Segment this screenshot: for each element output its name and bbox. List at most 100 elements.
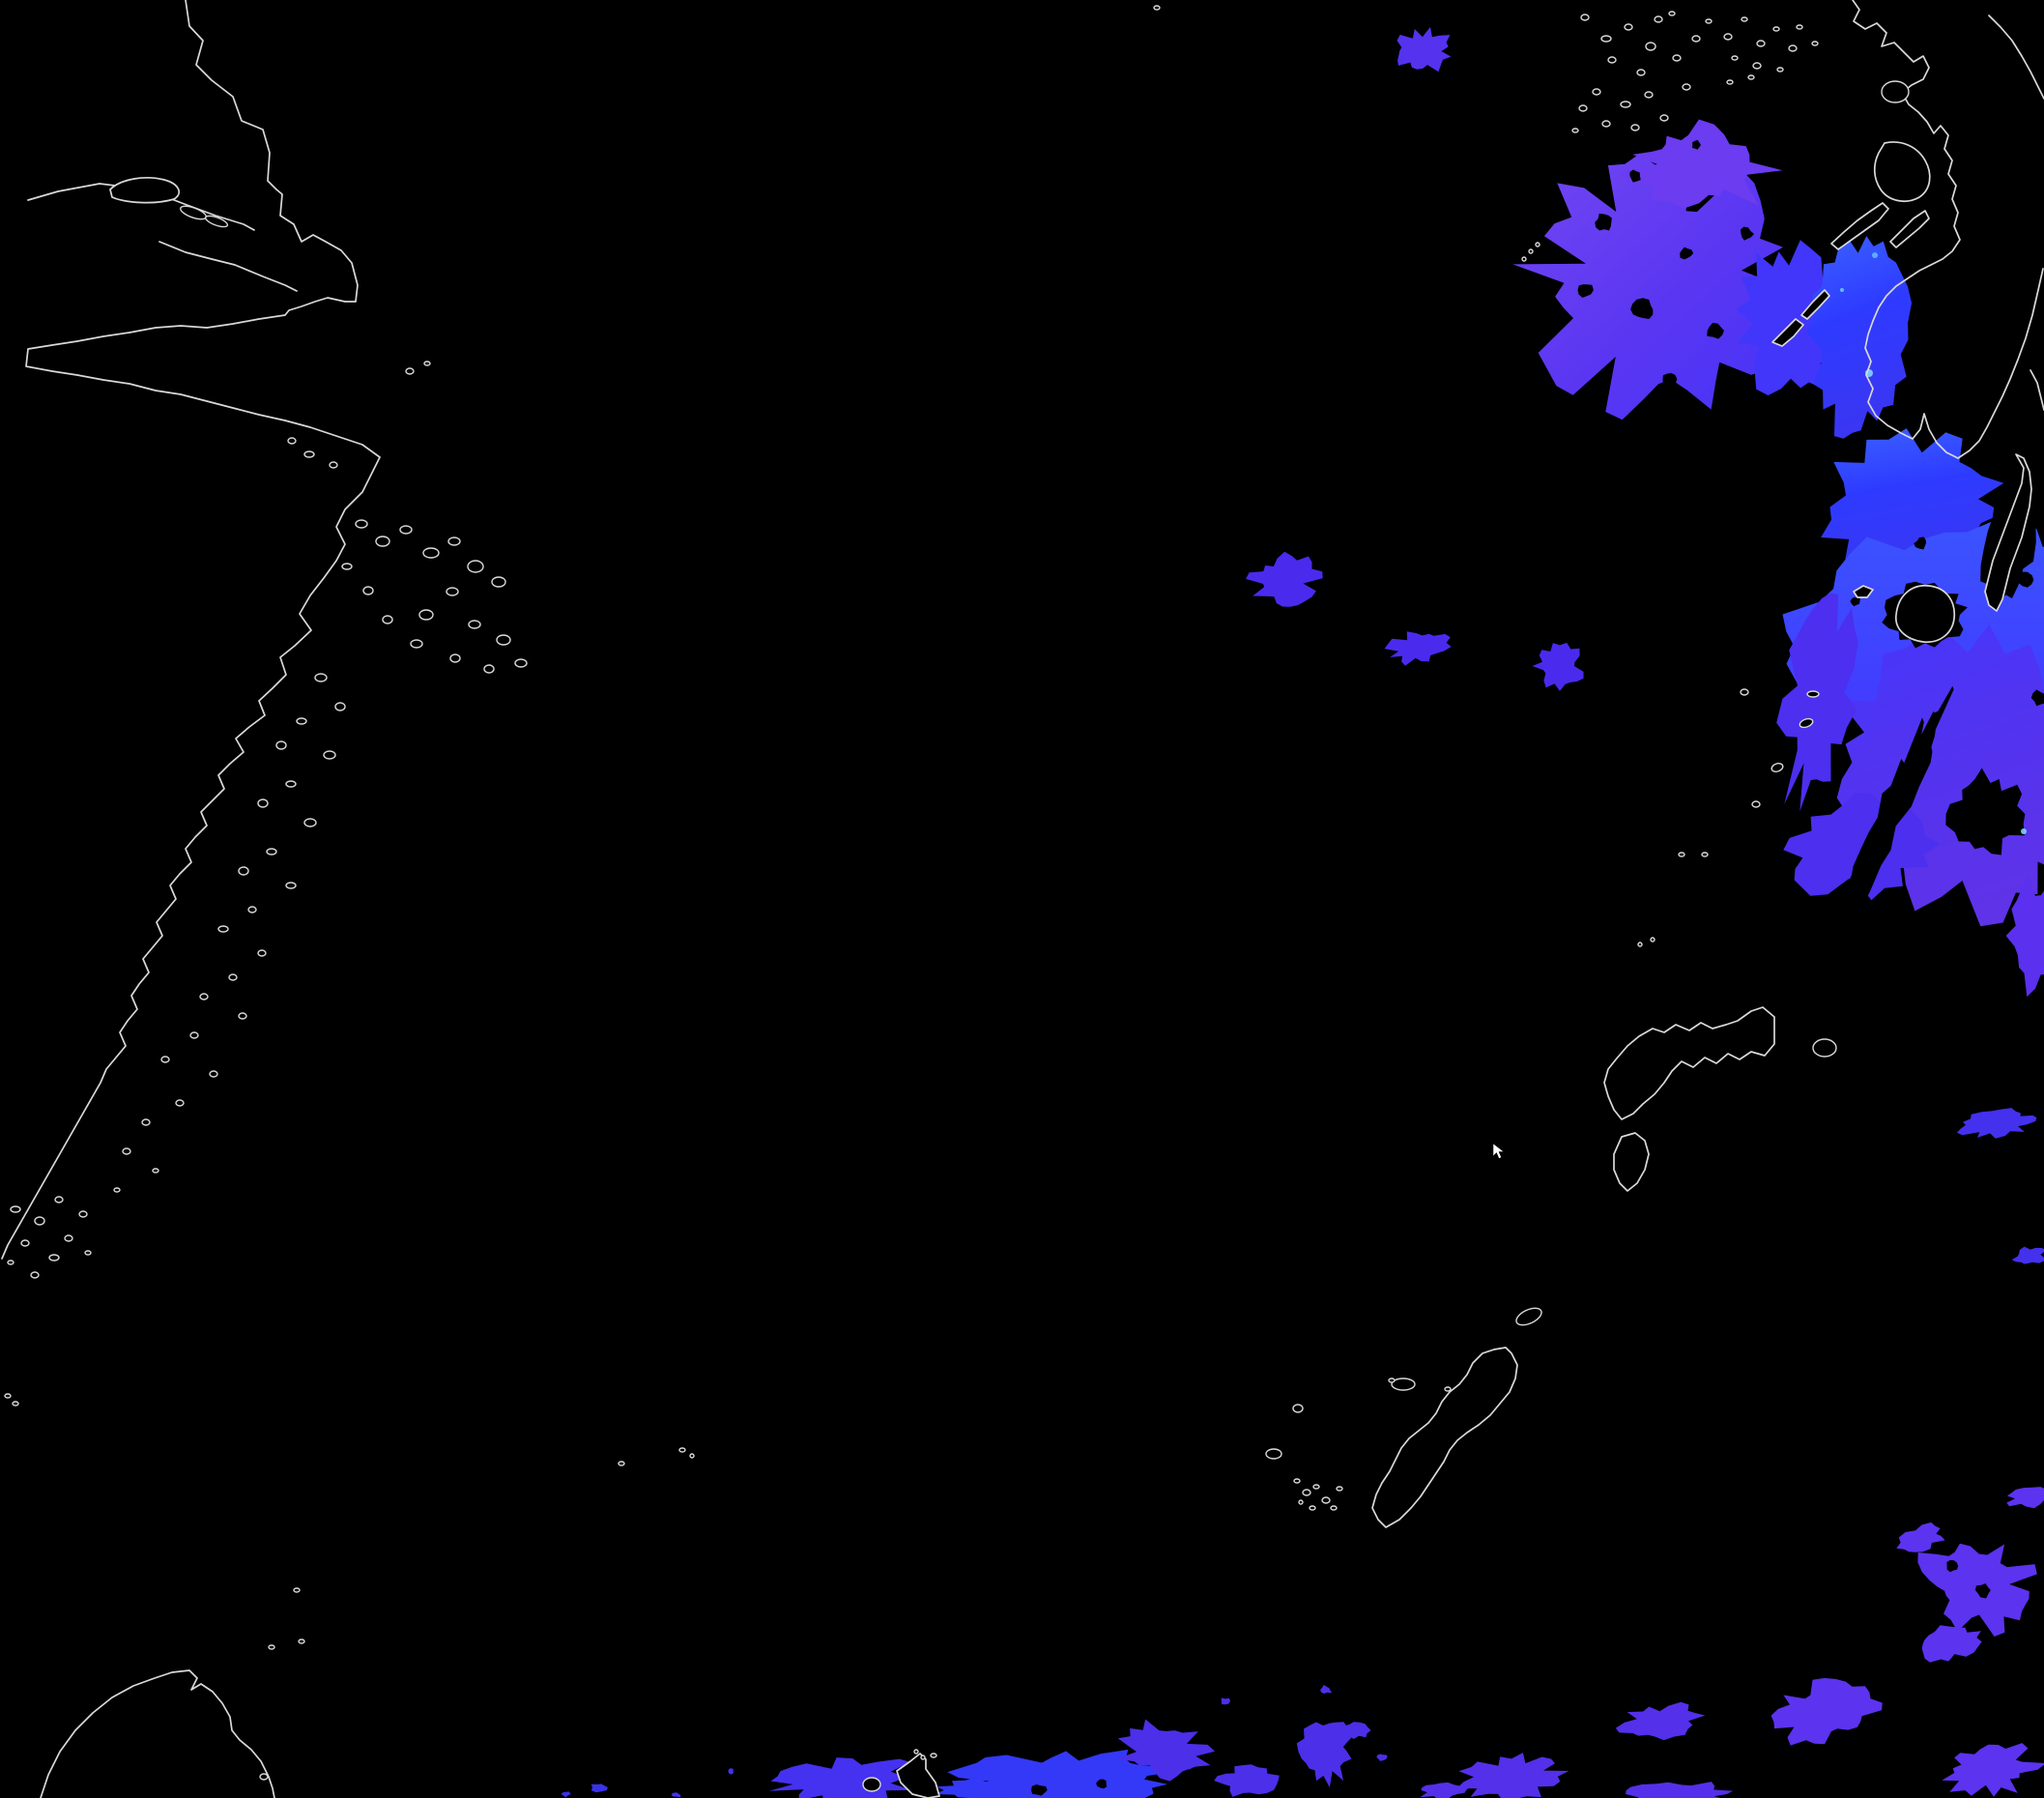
islet-strait [293, 1587, 301, 1593]
islet [257, 949, 267, 957]
islet [141, 1118, 151, 1126]
islet-hirado [1747, 74, 1755, 80]
islet-ie-motobu [1391, 1378, 1416, 1391]
void-void-h9 [1597, 373, 1608, 386]
data-patch-bottomright-b [1615, 1701, 1706, 1741]
islet [410, 639, 423, 649]
data-patch-speck-7 [671, 1792, 681, 1798]
islet [483, 664, 495, 674]
void-void-h10 [1691, 139, 1701, 150]
islet-fujian [84, 1250, 92, 1256]
islet-goto [1600, 35, 1612, 43]
data-patch-patch-top-small [1396, 26, 1452, 72]
islet [314, 673, 328, 682]
islet-miyako-dot [920, 1754, 926, 1760]
islet-ie-dot [1388, 1378, 1396, 1383]
islet-kouri [1444, 1386, 1452, 1392]
islet [329, 461, 338, 469]
data-patch-patch-mid-c [1532, 642, 1584, 691]
islet [399, 525, 413, 535]
islet-iheya [1292, 1404, 1304, 1413]
islet [468, 620, 481, 629]
data-patch-patch-rightedge-a [1956, 1108, 2037, 1139]
islet-jiangsu-sliver-b [204, 215, 229, 228]
void-void-h5 [1629, 169, 1641, 183]
islet-fujian [12, 1401, 19, 1406]
data-patch-patch-mid-b [1384, 631, 1452, 666]
islet-goto [1659, 114, 1669, 122]
islet-goto [1630, 124, 1640, 131]
islet-hirado [1796, 24, 1803, 30]
islet [238, 1012, 247, 1020]
void-void-b4 [1946, 1559, 1959, 1573]
islet-hirado [1772, 26, 1780, 32]
islet [341, 563, 353, 570]
data-patch-bottom-center-blue-b [934, 1778, 1019, 1798]
void-void-b3 [1974, 1583, 1991, 1599]
islet-senkaku [618, 1461, 625, 1466]
island-chongming [109, 177, 181, 204]
cyan-spot-field [2021, 828, 2027, 834]
data-patch-speck-1 [1343, 1722, 1371, 1739]
islet-kikai [1812, 1038, 1837, 1058]
islet-goto [1668, 11, 1676, 16]
void-void-h8 [1740, 226, 1754, 241]
islet-omura-bay [1881, 80, 1910, 103]
coast-kyushu-main [1852, 0, 2044, 459]
data-patch-swath-upper-blue-mid [1736, 240, 1842, 395]
islet [382, 615, 393, 624]
islet-kerama [1321, 1496, 1331, 1504]
void-void-h2 [1630, 298, 1654, 319]
islet-fujian [10, 1205, 21, 1213]
islet-goto [1682, 83, 1691, 91]
data-patch-speck-5 [561, 1791, 571, 1798]
islet-fujian [34, 1216, 45, 1226]
islet-goto [1691, 35, 1701, 43]
islet-kerama [1312, 1484, 1320, 1490]
data-patch-speck-6 [728, 1768, 734, 1775]
islet [423, 361, 431, 366]
islet-okinoerabu [1515, 1307, 1542, 1326]
islet [418, 609, 434, 621]
islet-tokara [1637, 942, 1643, 947]
islet-layer [4, 5, 1910, 1792]
islet-tokara [1701, 852, 1709, 857]
void-void-h6 [1707, 322, 1724, 339]
islet-fujian [7, 1260, 14, 1265]
islet-goto [1644, 91, 1654, 99]
islet-hirado [1752, 62, 1762, 70]
void-void-h3 [1680, 246, 1694, 260]
islet-goto [1624, 23, 1633, 31]
islet-kerama [1336, 1486, 1343, 1492]
void-void-f2 [1914, 536, 1926, 550]
data-patch-speck-2 [1320, 1684, 1333, 1694]
islet [175, 1099, 185, 1107]
data-patch-bottom-purple-b [1214, 1764, 1280, 1797]
coast-yangtze-south-bank [158, 241, 298, 292]
islet-goto [1620, 101, 1631, 108]
islet-kerama [1309, 1505, 1316, 1511]
islet-miyako-dot [930, 1753, 937, 1758]
islet-senkaku [678, 1447, 686, 1453]
islet [446, 587, 459, 596]
islet [160, 1056, 170, 1063]
islet-fujian [4, 1393, 12, 1399]
data-patch-bottom-purple-c [1296, 1722, 1355, 1788]
coast-kyushu-east-edge [2030, 369, 2044, 411]
islet-kerama [1293, 1478, 1301, 1484]
islet-hirado [1756, 40, 1766, 47]
islet-goto [1672, 54, 1682, 62]
islet [405, 367, 415, 375]
islet [238, 866, 249, 876]
data-patch-patch-mid-a [1246, 551, 1323, 607]
islet [247, 906, 257, 914]
islet-kerama [1298, 1499, 1304, 1505]
data-patch-bottomright-i [2006, 1487, 2044, 1509]
data-patch-bottomright-a2 [1420, 1782, 1470, 1798]
islet-fujian [20, 1239, 30, 1247]
void-void-f1 [2015, 571, 2034, 588]
data-patch-field-left-column [1776, 593, 1858, 812]
islet [514, 658, 528, 668]
islet [152, 1168, 159, 1174]
islet-strait [298, 1638, 305, 1644]
